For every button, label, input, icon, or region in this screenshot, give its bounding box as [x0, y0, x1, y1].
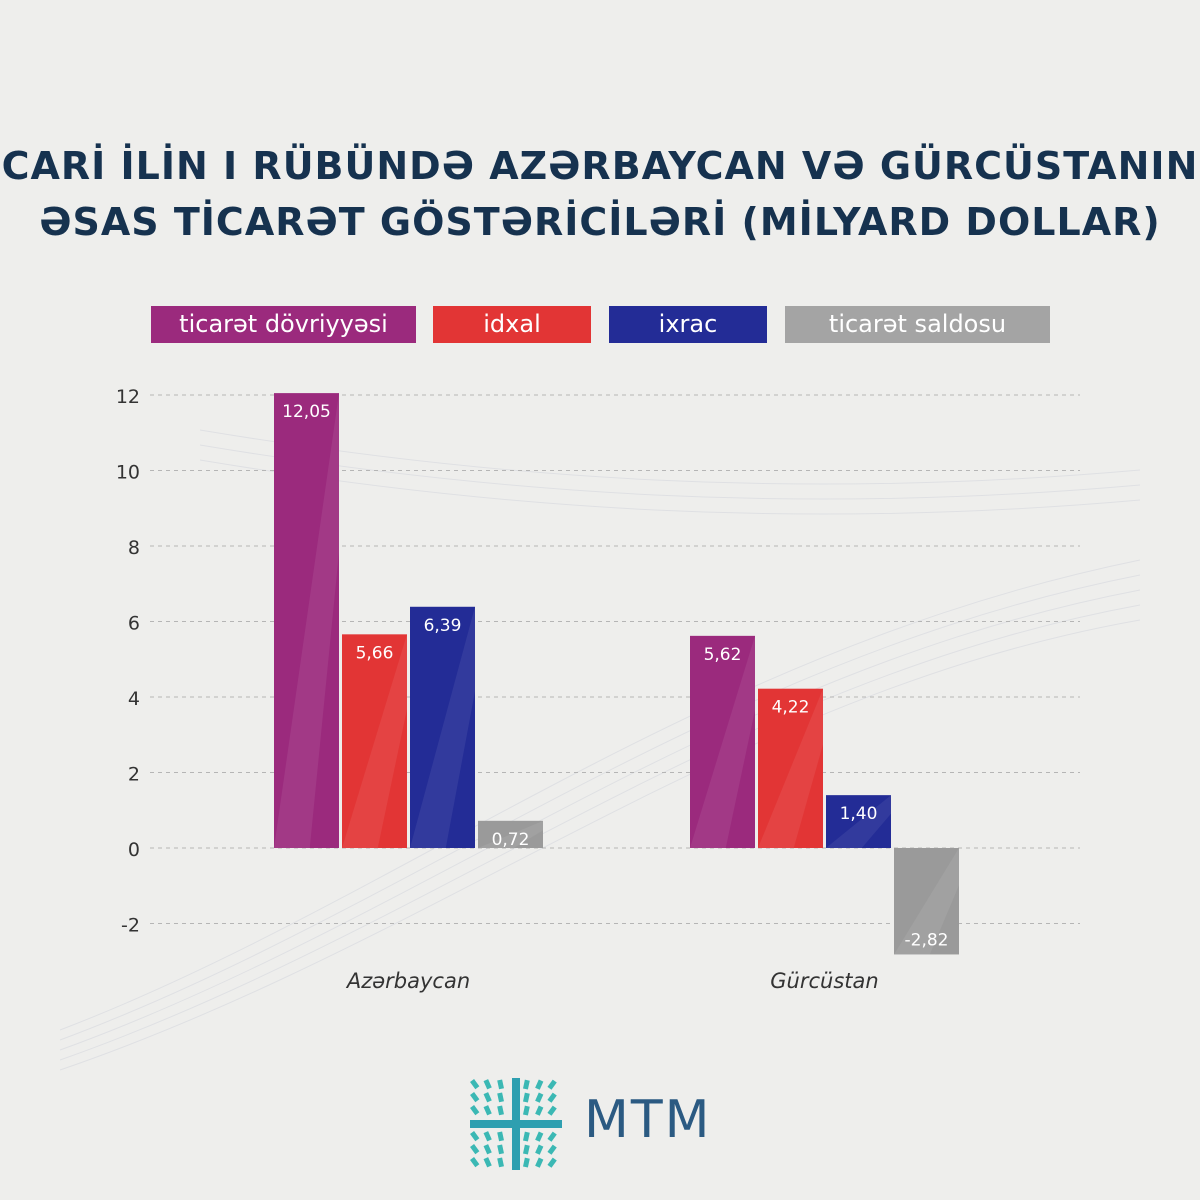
logo-ray: [497, 1092, 504, 1103]
bar-highlight: [758, 688, 823, 848]
logo-ray: [535, 1131, 544, 1142]
logo-ray: [483, 1079, 492, 1090]
logo-ray: [497, 1079, 504, 1090]
y-tick-label: 6: [128, 613, 140, 635]
chart-title: CARİ İLİN I RÜBÜNDƏ AZƏRBAYCAN VƏ GÜRCÜS…: [0, 138, 1200, 250]
bar-highlight: [342, 634, 407, 848]
x-category-label: Azərbaycan: [345, 969, 470, 993]
legend-item-balance: ticarət saldosu: [785, 306, 1050, 343]
logo-ray: [523, 1131, 530, 1142]
logo-ray: [547, 1144, 557, 1155]
data-label: 12,05: [282, 402, 331, 422]
bar: [274, 393, 339, 848]
logo-ray: [470, 1157, 480, 1168]
logo-ray: [483, 1131, 492, 1142]
logo-ray: [470, 1144, 480, 1155]
logo-ray: [497, 1131, 504, 1142]
logo-ray: [497, 1157, 504, 1168]
brand-name: MTM: [584, 1090, 712, 1150]
bar-highlight: [478, 820, 543, 848]
bar-chart: 12 10 8 6 4 2 0 -2 12,05 5,66 6,39 0,72 Azərbaycan 5,…: [116, 386, 1080, 993]
bar: [342, 634, 407, 848]
y-tick-label: 12: [116, 386, 140, 408]
logo-ray: [483, 1157, 492, 1168]
data-label: 0,72: [492, 830, 530, 850]
data-label: -2,82: [905, 930, 949, 950]
logo-ray: [483, 1144, 492, 1155]
logo-ray: [470, 1079, 480, 1090]
bar: [894, 848, 959, 955]
data-label: 1,40: [840, 804, 878, 824]
logo-ray: [497, 1144, 504, 1155]
legend-item-import: idxal: [433, 306, 591, 343]
logo-ray: [523, 1157, 530, 1168]
logo-ray: [523, 1144, 530, 1155]
data-label: 5,66: [356, 643, 394, 663]
data-label: 4,22: [772, 698, 810, 718]
y-tick-label: 0: [128, 839, 140, 861]
logo-mark-icon: [470, 1078, 562, 1170]
logo-ray: [523, 1079, 530, 1090]
logo-ray: [535, 1105, 544, 1116]
bar: [826, 795, 891, 848]
logo-ray: [547, 1157, 557, 1168]
x-category-label: Gürcüstan: [770, 969, 878, 993]
logo-ray: [470, 1092, 480, 1103]
y-tick-label: 2: [128, 764, 140, 786]
logo-ray: [523, 1105, 530, 1116]
data-label: 5,62: [704, 645, 742, 665]
y-tick-label: -2: [121, 915, 140, 937]
logo-ray: [497, 1105, 504, 1116]
logo-ray: [547, 1079, 557, 1090]
logo-ray: [547, 1092, 557, 1103]
bar: [690, 635, 755, 848]
chart-title-line-1: CARİ İLİN I RÜBÜNDƏ AZƏRBAYCAN VƏ GÜRCÜS…: [1, 144, 1199, 188]
chart-title-line-2: ƏSAS TİCARƏT GÖSTƏRİCİLƏRİ (MİLYARD DOLL…: [39, 200, 1161, 244]
logo-ray: [483, 1105, 492, 1116]
bar: [478, 820, 543, 848]
logo-ray: [547, 1105, 557, 1116]
logo-ray: [535, 1157, 544, 1168]
legend-item-turnover: ticarət dövriyyəsi: [151, 306, 416, 343]
logo-ray: [547, 1131, 557, 1142]
bar-highlight: [274, 393, 339, 848]
y-tick-label: 10: [116, 462, 140, 484]
bar-highlight: [690, 635, 755, 848]
logo-ray: [535, 1092, 544, 1103]
y-tick-label: 8: [128, 537, 140, 559]
data-label: 6,39: [424, 616, 462, 636]
logo-ray: [535, 1079, 544, 1090]
legend-item-export: ixrac: [609, 306, 767, 343]
bar-highlight: [894, 848, 959, 955]
logo-ray: [470, 1105, 480, 1116]
y-tick-label: 4: [128, 688, 140, 710]
logo-ray: [483, 1092, 492, 1103]
legend: ticarət dövriyyəsi idxal ixrac ticarət s…: [0, 306, 1200, 344]
logo-ray: [535, 1144, 544, 1155]
logo-ray: [470, 1131, 480, 1142]
bar: [410, 606, 475, 848]
brand-logo: MTM: [466, 1070, 766, 1180]
logo-ray: [523, 1092, 530, 1103]
bar: [758, 688, 823, 848]
